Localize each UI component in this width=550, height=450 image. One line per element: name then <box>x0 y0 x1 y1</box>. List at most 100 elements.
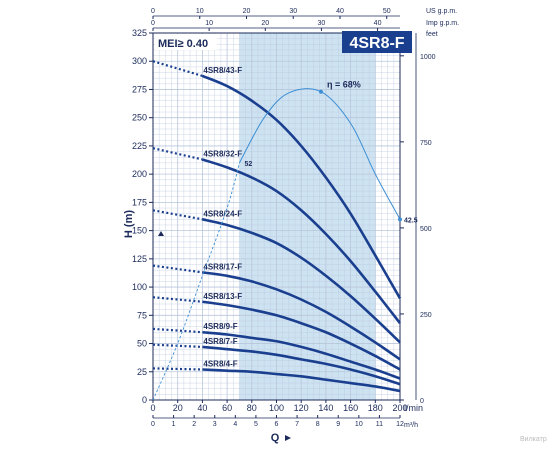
x-tick-label: 80 <box>247 403 257 413</box>
efficiency-left-label: 52 <box>244 161 252 168</box>
x-axis-ticks-lmin: 0 20 40 60 80 100 120 140 160 180 200 <box>150 400 408 413</box>
series-label: 4SR8/13-F <box>203 292 242 301</box>
y-tick-label: 275 <box>132 84 147 94</box>
x-tick-label: 100 <box>269 403 284 413</box>
efficiency-end-point <box>398 217 402 222</box>
x-tick-label: 20 <box>173 403 183 413</box>
x-tick-label: 60 <box>222 403 232 413</box>
efficiency-right-label: 42.5 <box>404 217 418 224</box>
series-dotted-segment <box>152 296 203 303</box>
impgpm-tick-label: 0 <box>151 20 155 27</box>
y-axis-arrow-icon <box>158 231 164 236</box>
m3h-tick-label: 3 <box>213 421 217 428</box>
feet-tick-label: 250 <box>420 312 432 319</box>
series-dotted-segment <box>152 327 203 334</box>
usgpm-tick-label: 20 <box>243 8 251 15</box>
y-tick-label: 175 <box>132 197 147 207</box>
watermark: Вилкатр <box>520 436 547 443</box>
m3h-tick-label: 5 <box>254 421 258 428</box>
m3h-tick-label: 4 <box>233 421 237 428</box>
x-tick-label: 120 <box>294 403 309 413</box>
feet-tick-label: 1000 <box>420 54 436 61</box>
y-axis-title: H (m) <box>123 210 135 238</box>
efficiency-curve: η = 68% 52 42.5 <box>152 80 418 401</box>
m3h-tick-label: 2 <box>192 421 196 428</box>
series-line <box>202 330 401 380</box>
y-tick-label: 300 <box>132 56 147 66</box>
series-line <box>201 74 402 300</box>
unit-m3h: m³/h <box>404 422 418 429</box>
unit-lmin: l/min <box>404 403 423 413</box>
x-axis-ticks-impgpm: 0 10 20 30 40 <box>151 20 400 31</box>
series-line <box>202 300 401 371</box>
y-axis-ticks-m: 0 25 50 75 100 125 150 175 200 225 250 275 300 325 <box>132 28 153 405</box>
x-tick-label: 180 <box>368 403 383 413</box>
y-tick-label: 0 <box>142 395 147 405</box>
mei-label: MEI≥ 0.40 <box>158 38 208 50</box>
m3h-tick-label: 9 <box>336 421 340 428</box>
x-tick-label: 160 <box>343 403 358 413</box>
series-line <box>202 158 402 325</box>
m3h-tick-label: 7 <box>295 421 299 428</box>
m3h-tick-label: 0 <box>151 421 155 428</box>
y-tick-label: 150 <box>132 226 147 236</box>
y-tick-label: 250 <box>132 113 147 123</box>
series-line <box>202 271 401 361</box>
x-axis-ticks-usgpm: 0 10 20 30 40 50 <box>151 8 400 19</box>
x-axis-title: Q <box>271 432 280 444</box>
m3h-tick-label: 1 <box>172 421 176 428</box>
x-tick-label: 200 <box>392 403 407 413</box>
series-label: 4SR8/32-F <box>203 149 242 158</box>
x-tick-label: 40 <box>197 403 207 413</box>
title-box <box>342 31 412 53</box>
y-tick-label: 75 <box>137 310 147 320</box>
head-curves: 4SR8/43-F 4SR8/32-F 4SR8/24-F 4SR8/17-F 4SR8… <box>152 60 402 393</box>
x-axis-arrow-icon <box>285 435 291 441</box>
y-axis-ticks-feet: 0 250 500 750 1000 <box>400 33 436 405</box>
usgpm-tick-label: 10 <box>196 8 204 15</box>
series-label: 4SR8/17-F <box>203 262 242 271</box>
y-tick-label: 50 <box>137 339 147 349</box>
x-axis-ticks-m3h: 0 1 2 3 4 5 6 7 8 9 10 11 12 <box>151 415 404 428</box>
series-line <box>202 218 401 344</box>
series-label: 4SR8/7-F <box>203 337 237 346</box>
series-dotted-segment <box>152 343 203 349</box>
m3h-tick-label: 11 <box>376 421 383 428</box>
series-line <box>202 345 401 386</box>
impgpm-tick-label: 40 <box>374 20 382 27</box>
impgpm-tick-label: 10 <box>205 20 213 27</box>
series-label: 4SR8/43-F <box>203 66 242 75</box>
m3h-tick-label: 8 <box>316 421 320 428</box>
y-tick-label: 100 <box>132 282 147 292</box>
efficiency-peak-label: η = 68% <box>327 80 361 90</box>
usgpm-tick-label: 40 <box>336 8 344 15</box>
unit-feet: feet <box>426 31 438 38</box>
m3h-tick-label: 12 <box>396 421 404 428</box>
usgpm-tick-label: 0 <box>151 8 155 15</box>
chart-title: 4SR8-F <box>349 35 404 52</box>
usgpm-tick-label: 30 <box>289 8 297 15</box>
m3h-tick-label: 10 <box>355 421 363 428</box>
series-dotted-segment <box>152 147 203 161</box>
feet-tick-label: 0 <box>420 398 424 405</box>
series-label: 4SR8/9-F <box>203 322 237 331</box>
series-dotted-segment <box>152 264 203 274</box>
y-tick-label: 125 <box>132 254 147 264</box>
series-dotted-segment <box>152 209 203 221</box>
efficiency-peak-point <box>318 89 323 94</box>
x-tick-label: 140 <box>318 403 333 413</box>
feet-tick-label: 500 <box>420 226 432 233</box>
impgpm-tick-label: 30 <box>318 20 326 27</box>
usgpm-tick-label: 50 <box>383 8 391 15</box>
y-tick-label: 225 <box>132 141 147 151</box>
m3h-tick-label: 6 <box>275 421 279 428</box>
unit-usgpm: US g.p.m. <box>426 8 457 15</box>
mei-box <box>155 34 217 50</box>
impgpm-tick-label: 20 <box>261 20 269 27</box>
series-line <box>202 368 401 393</box>
series-label: 4SR8/4-F <box>203 360 237 369</box>
x-tick-label: 0 <box>150 403 155 413</box>
series-label: 4SR8/24-F <box>203 209 242 218</box>
y-tick-label: 200 <box>132 169 147 179</box>
